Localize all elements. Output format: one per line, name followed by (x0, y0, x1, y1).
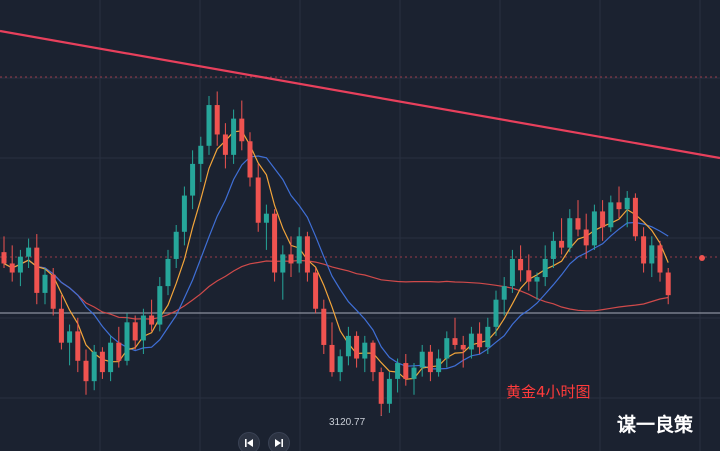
candle-body (34, 247, 40, 293)
candle-body (460, 344, 466, 350)
candle-body (501, 286, 507, 300)
ma-fast-line (3, 130, 669, 380)
candle-body (665, 272, 671, 296)
candle-body (427, 351, 433, 373)
candle-body (116, 342, 122, 361)
candle-body (468, 333, 474, 350)
candle-body (50, 274, 56, 309)
candle-body (518, 258, 524, 271)
candle-body (444, 338, 450, 359)
candle-body (83, 360, 89, 382)
candle-body (616, 202, 622, 210)
low-price-label: 3120.77 (329, 417, 366, 428)
candle-body (477, 333, 483, 348)
candle-body (108, 342, 114, 373)
candle-body (190, 163, 196, 196)
candle-body (304, 236, 310, 273)
candle-body (165, 258, 171, 287)
candle-body (485, 326, 491, 348)
candle-body (337, 356, 343, 373)
candle-body (173, 231, 179, 259)
candle-body (641, 236, 647, 264)
candle-body (280, 254, 286, 273)
candle-body (419, 351, 425, 368)
ma-mid-line (3, 155, 669, 370)
candle-body (239, 118, 245, 142)
candle-body (42, 274, 48, 293)
candle-body (649, 245, 655, 264)
candle-body (632, 197, 638, 237)
candle-body (386, 378, 392, 404)
watermark-text: 谋一良策 (617, 414, 694, 436)
candle-body (411, 367, 417, 379)
candle-body (493, 299, 499, 327)
candle-body (67, 331, 73, 343)
skip-next-button[interactable] (268, 432, 290, 451)
candle-body (559, 240, 565, 248)
candle-body (378, 372, 384, 404)
candle-body (591, 211, 597, 246)
candle-body (624, 197, 630, 210)
candle-body (313, 272, 319, 309)
candle-body (575, 218, 581, 230)
candle-body (288, 254, 294, 264)
candle-body (75, 331, 81, 361)
candle-body (58, 308, 64, 343)
ma-slow-line (3, 259, 669, 320)
candle-body (272, 213, 278, 273)
candle-body (26, 247, 32, 257)
chart-title: 黄金4小时图 (506, 383, 591, 401)
candle-body (534, 277, 540, 282)
candle-body (17, 256, 23, 273)
candle-body (157, 286, 163, 325)
candle-body (255, 177, 261, 223)
candle-body (329, 344, 335, 373)
candle-body (296, 236, 302, 264)
candle-body (321, 308, 327, 345)
candle-body (452, 338, 458, 345)
candle-body (657, 245, 663, 273)
candle-body (149, 315, 155, 325)
candle-body (99, 351, 105, 373)
candle-body (403, 363, 409, 379)
candle-body (91, 351, 97, 382)
candle-body (263, 213, 269, 223)
candle-body (542, 258, 548, 278)
last-price-dot (699, 255, 705, 261)
candle-body (608, 202, 614, 228)
candle-body (214, 105, 220, 135)
candle-body (567, 218, 573, 248)
candle-body (550, 240, 556, 259)
candle-body (132, 322, 138, 341)
candle-body (509, 258, 515, 287)
candle-body (198, 145, 204, 164)
candle-body (140, 315, 146, 341)
trendline (0, 29, 720, 160)
skip-previous-icon (245, 439, 253, 447)
candle-body (583, 229, 589, 246)
candle-body (362, 342, 368, 359)
candle-body (206, 105, 212, 146)
candle-body (436, 358, 442, 373)
candle-body (247, 141, 253, 178)
candle-body (124, 322, 130, 361)
candle-body (370, 342, 376, 373)
candle-body (222, 134, 228, 155)
candle-body (345, 335, 351, 357)
skip-next-icon (275, 439, 283, 447)
skip-previous-button[interactable] (238, 432, 260, 451)
candle-body (526, 270, 532, 282)
candle-body (354, 335, 360, 359)
candle-body (600, 211, 606, 228)
candle-body (1, 252, 7, 264)
candle-body (181, 195, 187, 232)
candle-body (395, 363, 401, 379)
candle-body (9, 263, 15, 273)
candle-body (231, 118, 237, 155)
